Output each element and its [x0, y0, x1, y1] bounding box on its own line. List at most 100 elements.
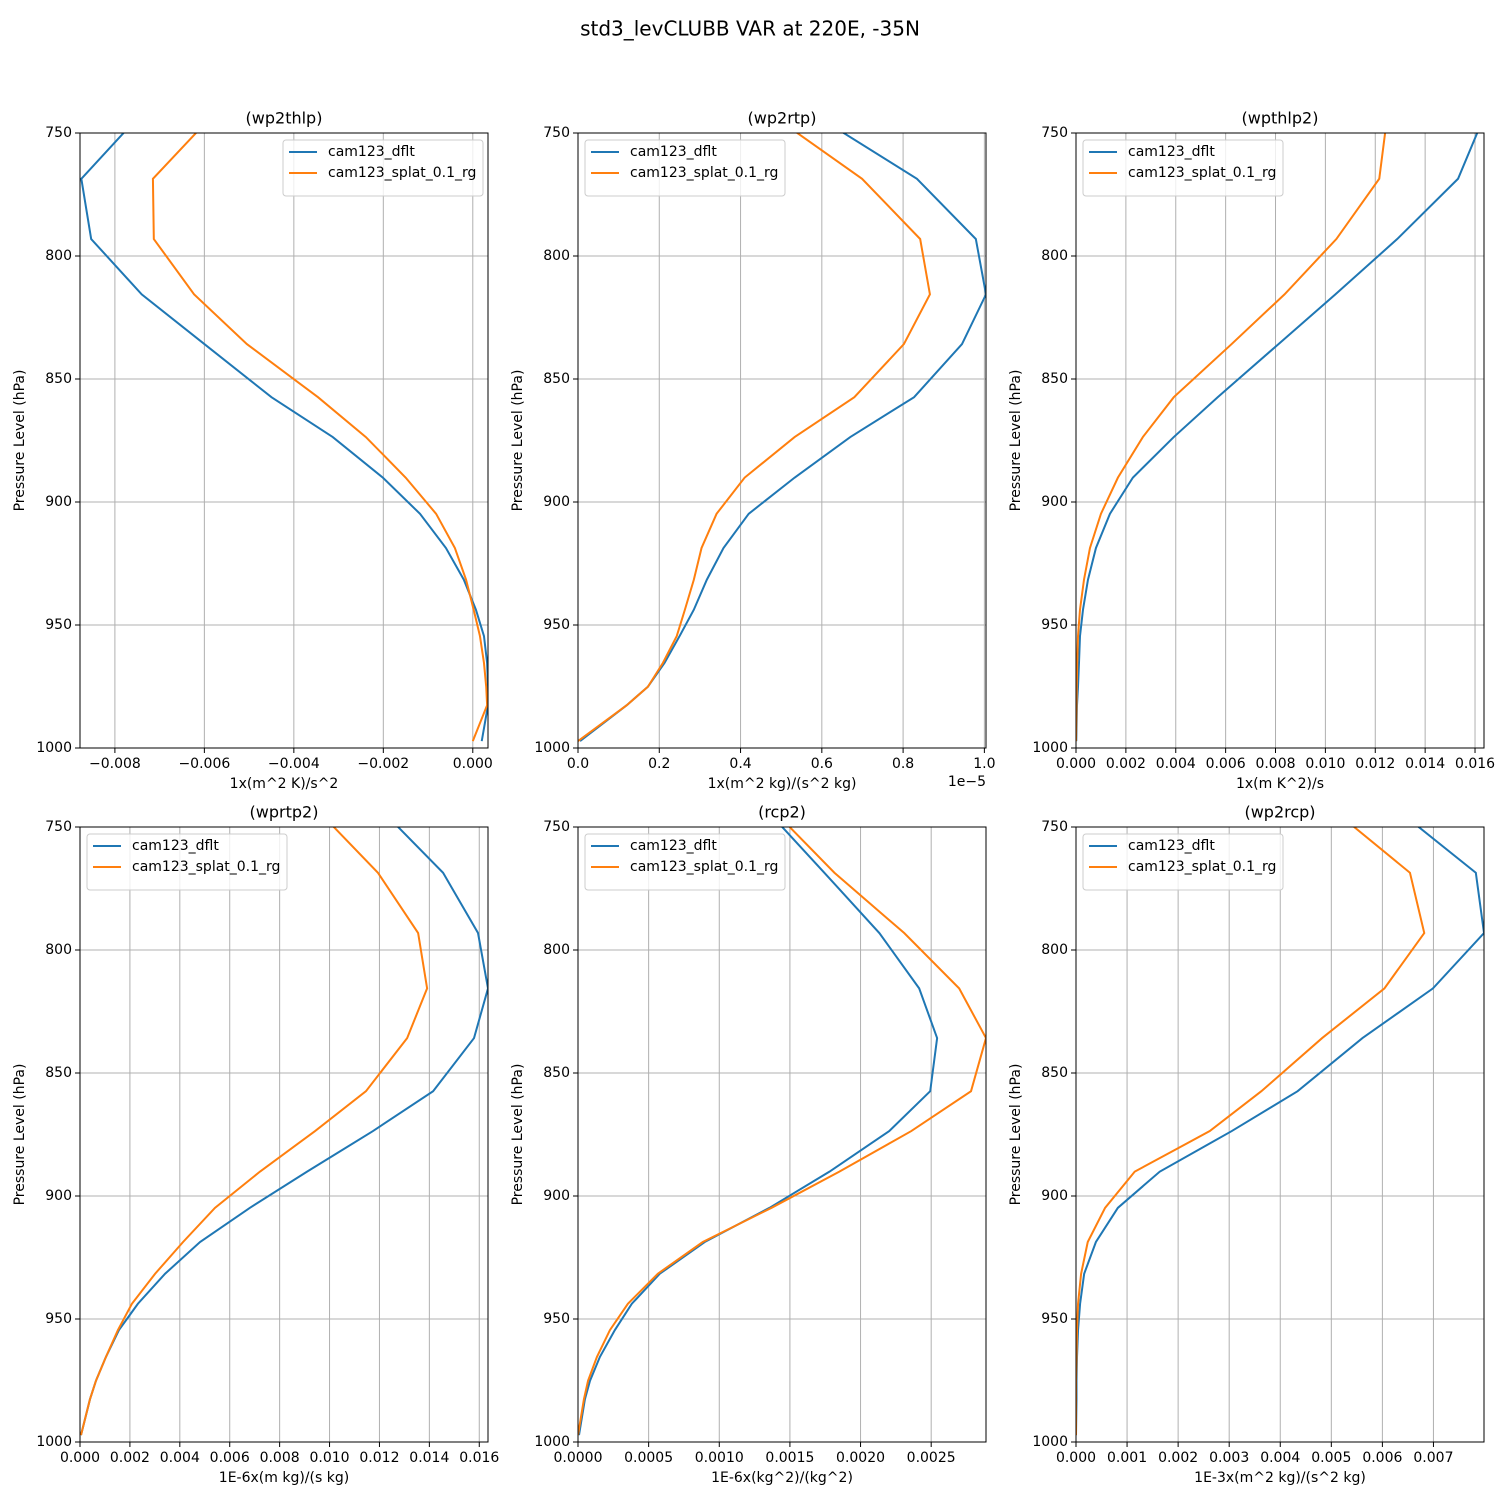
- y-tick-label: 800: [45, 942, 72, 958]
- x-axis-label: 1x(m K^2)/s: [1236, 776, 1324, 792]
- y-tick-label: 900: [543, 1188, 570, 1204]
- legend: cam123_dflt cam123_splat_0.1_rg: [282, 139, 484, 197]
- x-axis-label: 1E-6x(m kg)/(s kg): [219, 1470, 349, 1486]
- data-line: [579, 133, 986, 742]
- data-line: [1076, 133, 1387, 742]
- x-tick-label: 0.0: [567, 756, 589, 772]
- legend-label: cam123_dflt: [630, 838, 717, 854]
- x-axis-label: 1x(m^2 K)/s^2: [230, 776, 339, 792]
- data-line: [151, 133, 488, 742]
- legend-label: cam123_dflt: [1128, 144, 1215, 160]
- x-tick-label: 0.0005: [624, 1450, 673, 1466]
- x-tick-label: −0.008: [89, 756, 141, 772]
- axes-frame: [79, 826, 489, 1443]
- x-tick-label: −0.002: [357, 756, 409, 772]
- legend-label: cam123_splat_0.1_rg: [1128, 859, 1276, 875]
- axes-frame: [1075, 132, 1485, 749]
- subplot-title: (wp2rcp): [1244, 803, 1315, 822]
- x-tick-label: 0.000: [1056, 1450, 1096, 1466]
- y-tick-label: 800: [1041, 248, 1068, 264]
- x-tick-label: 0.0025: [907, 1450, 956, 1466]
- legend: cam123_dflt cam123_splat_0.1_rg: [1082, 833, 1284, 891]
- y-tick-label: 850: [543, 371, 570, 387]
- x-axis-label: 1E-6x(kg^2)/(kg^2): [711, 1470, 853, 1486]
- legend-label: cam123_dflt: [1128, 838, 1215, 854]
- y-axis-label: Pressure Level (hPa): [1008, 1064, 1024, 1206]
- subplot: 0.000 0.002 0.004 0.006 0.008 0.010 0.012 0.014…: [1008, 109, 1495, 793]
- x-tick-label: 0.008: [1255, 756, 1295, 772]
- x-tick-label: 0.014: [409, 1450, 449, 1466]
- x-tick-label: 0.005: [1311, 1450, 1351, 1466]
- x-tick-label: 0.004: [1156, 756, 1196, 772]
- subplot-title: (wpthlp2): [1242, 109, 1319, 128]
- y-tick-label: 850: [1041, 371, 1068, 387]
- y-tick-label: 900: [45, 494, 72, 510]
- axes-frame: [577, 826, 987, 1443]
- y-axis-label: Pressure Level (hPa): [510, 370, 526, 512]
- data-line: [1076, 133, 1479, 742]
- legend-box: [584, 833, 786, 891]
- x-tick-label: 0.006: [1206, 756, 1246, 772]
- data-line: [1076, 827, 1426, 1436]
- y-tick-label: 750: [45, 819, 72, 835]
- subplot: 0.0000 0.0005 0.0010 0.0015 0.0020 0.0025 750 8…: [510, 803, 987, 1486]
- legend-box: [1082, 833, 1284, 891]
- data-line: [578, 827, 986, 1436]
- subplot-title: (wp2rtp): [748, 109, 817, 128]
- legend-label: cam123_splat_0.1_rg: [1128, 165, 1276, 181]
- y-tick-label: 800: [543, 248, 570, 264]
- legend-label: cam123_splat_0.1_rg: [630, 165, 778, 181]
- y-tick-label: 850: [45, 371, 72, 387]
- y-tick-label: 1000: [534, 1434, 570, 1450]
- axes-frame: [1075, 826, 1485, 1443]
- x-tick-label: 0.003: [1209, 1450, 1249, 1466]
- legend: cam123_dflt cam123_splat_0.1_rg: [86, 833, 288, 891]
- x-axis-label: 1E-3x(m^2 kg)/(s^2 kg): [1194, 1470, 1366, 1486]
- x-tick-label: 0.007: [1413, 1450, 1453, 1466]
- x-tick-label: 0.8: [892, 756, 914, 772]
- x-tick-label: −0.006: [178, 756, 230, 772]
- x-tick-label: 0.010: [309, 1450, 349, 1466]
- legend: cam123_dflt cam123_splat_0.1_rg: [584, 833, 786, 891]
- x-tick-label: 0.014: [1405, 756, 1445, 772]
- x-tick-label: 0.2: [648, 756, 670, 772]
- x-tick-label: 0.6: [811, 756, 833, 772]
- x-tick-label: −0.004: [268, 756, 320, 772]
- y-tick-label: 950: [543, 617, 570, 633]
- y-tick-label: 900: [543, 494, 570, 510]
- legend-label: cam123_splat_0.1_rg: [132, 859, 280, 875]
- y-axis-label: Pressure Level (hPa): [1008, 370, 1024, 512]
- y-tick-label: 1000: [534, 740, 570, 756]
- x-axis-label: 1x(m^2 kg)/(s^2 kg): [708, 776, 857, 792]
- x-tick-label: 0.012: [1355, 756, 1395, 772]
- y-tick-label: 750: [45, 125, 72, 141]
- x-tick-label: 1.0: [973, 756, 995, 772]
- y-tick-label: 750: [543, 125, 570, 141]
- legend-label: cam123_splat_0.1_rg: [328, 165, 476, 181]
- x-tick-label: 0.006: [1362, 1450, 1402, 1466]
- y-tick-label: 1000: [36, 1434, 72, 1450]
- y-tick-label: 850: [543, 1065, 570, 1081]
- y-tick-label: 850: [45, 1065, 72, 1081]
- data-line: [80, 133, 488, 742]
- y-tick-label: 900: [45, 1188, 72, 1204]
- y-tick-label: 950: [45, 617, 72, 633]
- legend-label: cam123_splat_0.1_rg: [630, 859, 778, 875]
- x-tick-label: 0.012: [359, 1450, 399, 1466]
- data-line: [80, 827, 429, 1436]
- y-axis-label: Pressure Level (hPa): [12, 1064, 28, 1206]
- y-tick-label: 950: [543, 1311, 570, 1327]
- data-line: [80, 827, 488, 1436]
- x-tick-label: 0.010: [1305, 756, 1345, 772]
- subplot: 0.000 0.002 0.004 0.006 0.008 0.010 0.012 0.014…: [12, 803, 499, 1487]
- subplot-title: (wprtp2): [250, 803, 319, 822]
- y-tick-label: 900: [1041, 494, 1068, 510]
- data-line: [578, 133, 931, 742]
- y-tick-label: 800: [543, 942, 570, 958]
- x-tick-label: 0.006: [210, 1450, 250, 1466]
- y-tick-label: 800: [1041, 942, 1068, 958]
- legend-label: cam123_dflt: [630, 144, 717, 160]
- y-tick-label: 950: [1041, 1311, 1068, 1327]
- y-tick-label: 950: [45, 1311, 72, 1327]
